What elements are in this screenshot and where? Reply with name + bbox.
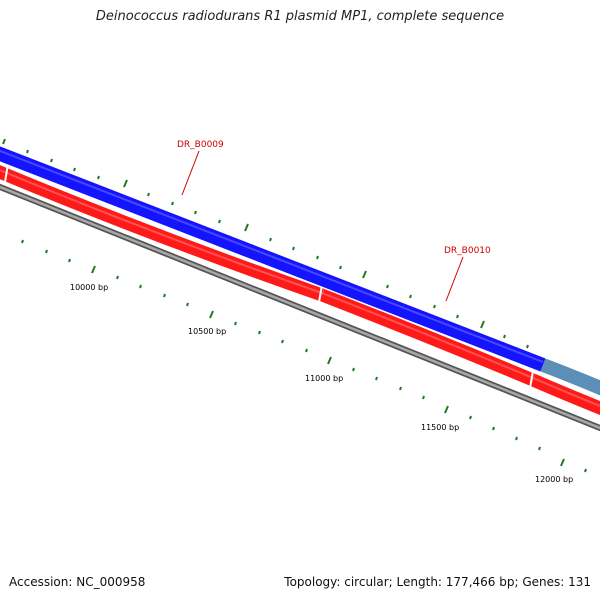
inner-ticks [21,239,587,473]
outer-ticks [2,138,529,349]
scale-label: 11500 bp [421,423,459,432]
scale-label: 10000 bp [70,283,108,292]
gene-arrow-reverse-3[interactable] [530,374,600,415]
accession-text: Accession: NC_000958 [9,575,146,589]
gene-arrow-forward-2[interactable] [540,358,600,396]
gene-arrow-reverse-1[interactable] [0,165,325,302]
gene-label-dr-b0010[interactable]: DR_B0010 [444,246,491,302]
scale-label: 10500 bp [188,327,226,336]
backbone-arc-highlight [0,185,600,430]
gene-label-text[interactable]: DR_B0010 [444,246,491,256]
gene-label-text[interactable]: DR_B0009 [177,140,224,150]
gene-label-dr-b0009[interactable]: DR_B0009 [177,140,224,196]
reverse-strand-genes [0,163,600,415]
gene-arrow-reverse-2[interactable] [319,288,536,386]
map-title: Deinococcus radiodurans R1 plasmid MP1, … [95,9,505,24]
sequence-summary: Topology: circular; Length: 177,466 bp; … [284,575,591,589]
gene-arrow-forward-1[interactable] [0,146,546,372]
scale-labels: 10000 bp 10500 bp 11000 bp 11500 bp 1200… [70,283,573,484]
scale-label: 11000 bp [305,374,343,383]
forward-strand-genes [0,146,600,396]
scale-label: 12000 bp [535,475,573,484]
